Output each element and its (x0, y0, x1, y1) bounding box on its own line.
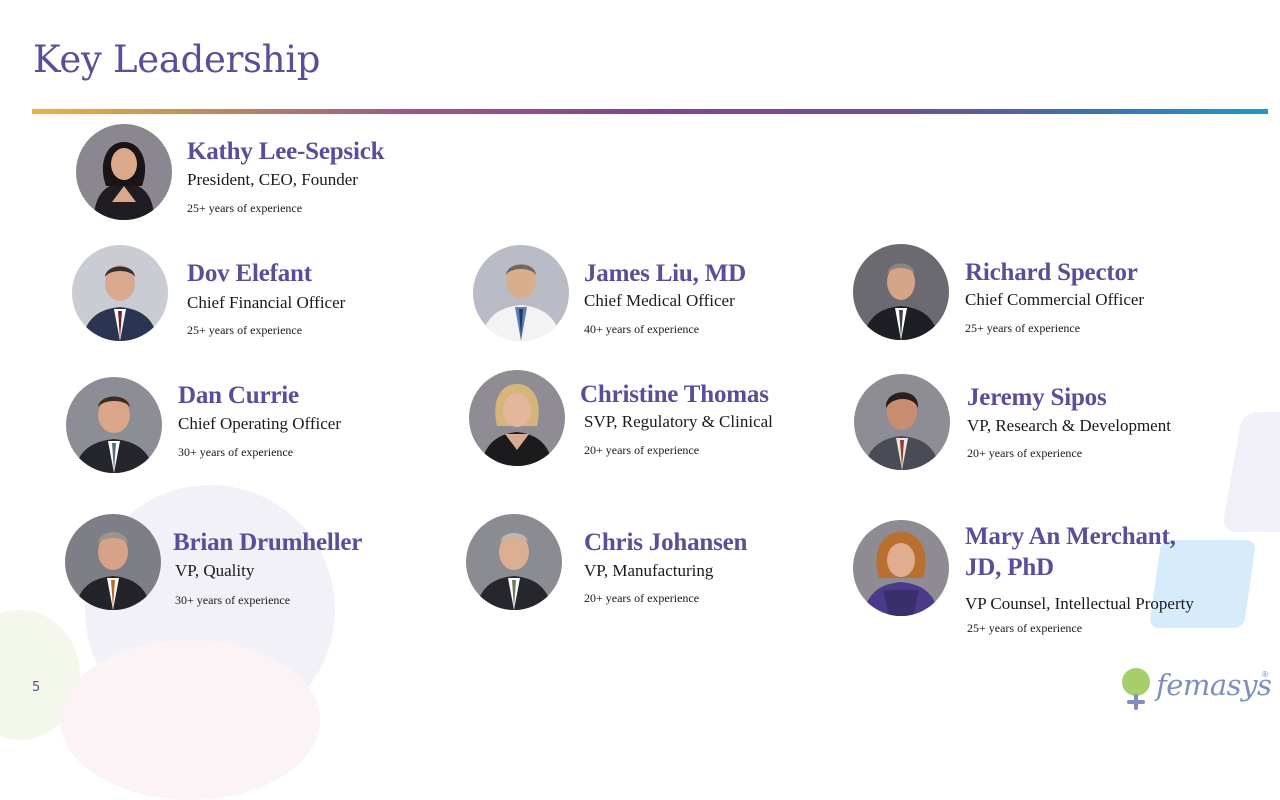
leader-title: VP, Research & Development (967, 416, 1171, 435)
leader-experience: 30+ years of experience (175, 593, 291, 607)
leader-title: Chief Operating Officer (178, 414, 342, 433)
leader-name: Kathy Lee-Sepsick (187, 138, 385, 165)
leader-experience: 25+ years of experience (187, 323, 303, 337)
person-portrait-icon (473, 245, 569, 341)
leader-name: Brian Drumheller (173, 529, 363, 556)
leader-name: Dov Elefant (187, 260, 312, 287)
page-number: 5 (32, 680, 41, 695)
leader-name: Dan Currie (178, 382, 299, 409)
headshot-photo (853, 244, 949, 340)
leader-name-line-1: Mary An Merchant, (965, 523, 1176, 550)
leader-experience: 40+ years of experience (584, 322, 700, 336)
person-portrait-icon (66, 377, 162, 473)
leader-title: SVP, Regulatory & Clinical (584, 412, 773, 431)
person-portrait-icon (854, 374, 950, 470)
company-logo: femasys ® (1116, 666, 1272, 710)
headshot-photo (65, 514, 161, 610)
leader-experience: 25+ years of experience (187, 201, 303, 215)
headshot-photo (466, 514, 562, 610)
leader-title: VP, Manufacturing (584, 561, 714, 580)
person-portrait-icon (76, 124, 172, 220)
headshot-photo (473, 245, 569, 341)
leader-title: Chief Commercial Officer (965, 290, 1145, 309)
background-circle (60, 640, 320, 800)
background-shape (1221, 412, 1280, 532)
registered-mark: ® (1261, 670, 1269, 679)
person-portrait-icon (466, 514, 562, 610)
person-portrait-icon (65, 514, 161, 610)
background-circle (0, 610, 80, 740)
person-portrait-icon (72, 245, 168, 341)
headshot-photo (76, 124, 172, 220)
leader-name: Chris Johansen (584, 529, 748, 556)
leader-title: President, CEO, Founder (187, 170, 358, 189)
gradient-divider (32, 109, 1268, 114)
leader-experience: 20+ years of experience (584, 443, 700, 457)
leader-name: Jeremy Sipos (967, 384, 1107, 411)
leader-title: Chief Medical Officer (584, 291, 735, 310)
leader-name: Richard Spector (965, 259, 1138, 286)
leader-name-line-2: JD, PhD (965, 554, 1054, 581)
person-portrait-icon (469, 370, 565, 466)
leader-name: James Liu, MD (584, 260, 746, 287)
leader-title: VP Counsel, Intellectual Property (965, 594, 1194, 613)
headshot-photo (66, 377, 162, 473)
leader-experience: 25+ years of experience (967, 621, 1083, 635)
leader-title: VP, Quality (175, 561, 255, 580)
leader-experience: 30+ years of experience (178, 445, 294, 459)
logo-wordmark: femasys (1156, 668, 1272, 702)
person-portrait-icon (853, 520, 949, 616)
headshot-photo (853, 520, 949, 616)
background-shape (1148, 540, 1257, 628)
leader-experience: 25+ years of experience (965, 321, 1081, 335)
headshot-photo (469, 370, 565, 466)
slide-title: Key Leadership (33, 38, 321, 81)
person-portrait-icon (853, 244, 949, 340)
leader-experience: 20+ years of experience (967, 446, 1083, 460)
headshot-photo (72, 245, 168, 341)
leader-name: Christine Thomas (580, 381, 769, 408)
headshot-photo (854, 374, 950, 470)
leader-title: Chief Financial Officer (187, 293, 346, 312)
femasys-logo-mark-icon (1122, 668, 1150, 710)
leader-experience: 20+ years of experience (584, 591, 700, 605)
